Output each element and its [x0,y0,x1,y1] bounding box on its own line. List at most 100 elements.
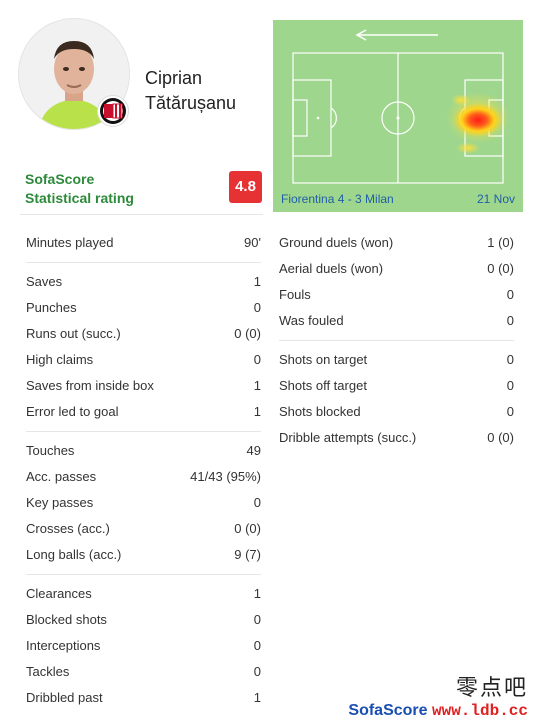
stat-value: 1 [253,274,261,289]
stat-row: Runs out (succ.) 0 (0) [26,323,261,349]
stat-value: 0 [506,313,514,328]
stat-value: 0 [253,352,261,367]
stat-label: Interceptions [26,638,101,653]
stat-label: Long balls (acc.) [26,547,122,562]
header-divider [20,214,263,215]
stat-value: 1 [253,690,261,705]
stat-label: Dribbled past [26,690,103,705]
stat-value: 90' [244,235,261,250]
stat-label: Was fouled [279,313,344,328]
stat-row: Dribbled past 1 [26,687,261,713]
player-avatar [18,18,130,130]
stat-label: Shots on target [279,352,368,367]
stat-label: Shots blocked [279,404,361,419]
stat-row: Error led to goal 1 [26,401,261,427]
stat-label: Blocked shots [26,612,107,627]
stat-value: 1 [253,404,261,419]
stat-label: Minutes played [26,235,114,250]
stat-row: Long balls (acc.) 9 (7) [26,544,261,570]
stat-row: Shots on target 0 [279,349,514,375]
match-date: 21 Nov [476,192,515,206]
stat-value: 0 (0) [487,261,514,276]
stat-label: Dribble attempts (succ.) [279,430,417,445]
stat-label: Clearances [26,586,92,601]
stat-value: 1 (0) [487,235,514,250]
stats-group: Ground duels (won) 1 (0) Aerial duels (wo… [279,232,514,341]
stat-label: High claims [26,352,94,367]
stat-value: 0 [253,612,261,627]
stat-label: Crosses (acc.) [26,521,110,536]
stat-row: Key passes 0 [26,492,261,518]
stat-row: Clearances 1 [26,583,261,609]
watermark-brand-name: SofaScore [348,702,428,719]
stats-group: Saves 1 Punches 0 Runs out (succ.) 0 (0) Hi… [26,271,261,432]
stat-row: Shots blocked 0 [279,401,514,427]
stat-value: 0 (0) [234,521,261,536]
player-name: Ciprian Tătărușanu [145,66,236,116]
stat-row: Saves from inside box 1 [26,375,261,401]
stat-value: 1 [253,586,261,601]
player-first-name: Ciprian [145,68,203,88]
stat-label: Acc. passes [26,469,97,484]
stat-value: 0 [506,404,514,419]
watermark-brand: SofaScore www.ldb.cc [348,702,528,720]
stat-row: Interceptions 0 [26,635,261,661]
stat-label: Tackles [26,664,70,679]
club-badge-icon [98,96,128,126]
stats-group: Minutes played 90' [26,232,261,263]
stats-right-column: Ground duels (won) 1 (0) Aerial duels (wo… [279,232,514,465]
stat-row: Dribble attempts (succ.) 0 (0) [279,427,514,453]
player-portrait-icon [19,19,129,129]
watermark-url: www.ldb.cc [431,702,528,720]
stat-value: 0 [506,352,514,367]
watermark-text: 零点吧 [455,676,528,701]
heatmap-card: Fiorentina 4 - 3 Milan 21 Nov [273,20,523,212]
stat-row: Shots off target 0 [279,375,514,401]
stat-value: 0 [253,495,261,510]
rating-caption: Statistical rating [25,190,134,206]
stat-label: Ground duels (won) [279,235,394,250]
stats-left-column: Minutes played 90' Saves 1 Punches 0 Runs o… [26,232,261,725]
stat-label: Aerial duels (won) [279,261,384,276]
stat-value: 49 [246,443,261,458]
stats-group: Clearances 1 Blocked shots 0 Interceptions… [26,583,261,717]
stat-value: 1 [253,378,261,393]
stats-group: Shots on target 0 Shots off target 0 Shots… [279,349,514,457]
stat-label: Key passes [26,495,94,510]
stat-label: Saves from inside box [26,378,154,393]
stat-value: 0 [253,664,261,679]
stat-label: Error led to goal [26,404,119,419]
stat-row: Touches 49 [26,440,261,466]
stat-label: Fouls [279,287,311,302]
stat-value: 0 (0) [487,430,514,445]
stat-row: Saves 1 [26,271,261,297]
stat-label: Touches [26,443,75,458]
match-link[interactable]: Fiorentina 4 - 3 Milan [281,192,394,206]
stat-row: Minutes played 90' [26,232,261,258]
rating-brand: SofaScore [25,171,95,187]
rating-label: SofaScore Statistical rating [25,170,134,208]
heatmap-pitch [292,29,510,184]
stat-row: Ground duels (won) 1 (0) [279,232,514,258]
stat-row: Fouls 0 [279,284,514,310]
stat-label: Runs out (succ.) [26,326,121,341]
stat-row: Blocked shots 0 [26,609,261,635]
stat-row: Tackles 0 [26,661,261,687]
stat-row: Crosses (acc.) 0 (0) [26,518,261,544]
stat-value: 0 [253,638,261,653]
stat-value: 9 (7) [234,547,261,562]
stat-value: 0 [506,287,514,302]
stats-group: Touches 49 Acc. passes 41/43 (95%) Key pas… [26,440,261,575]
stat-value: 0 [253,300,261,315]
stat-label: Shots off target [279,378,367,393]
stat-value: 0 [506,378,514,393]
rating-badge: 4.8 [229,171,262,203]
stat-row: Aerial duels (won) 0 (0) [279,258,514,284]
stat-row: Punches 0 [26,297,261,323]
watermark: 零点吧 SofaScore www.ldb.cc [348,670,528,720]
stat-row: Acc. passes 41/43 (95%) [26,466,261,492]
player-last-name: Tătărușanu [145,93,237,113]
attack-direction-arrow-icon [355,29,438,41]
stat-row: High claims 0 [26,349,261,375]
stat-label: Saves [26,274,63,289]
